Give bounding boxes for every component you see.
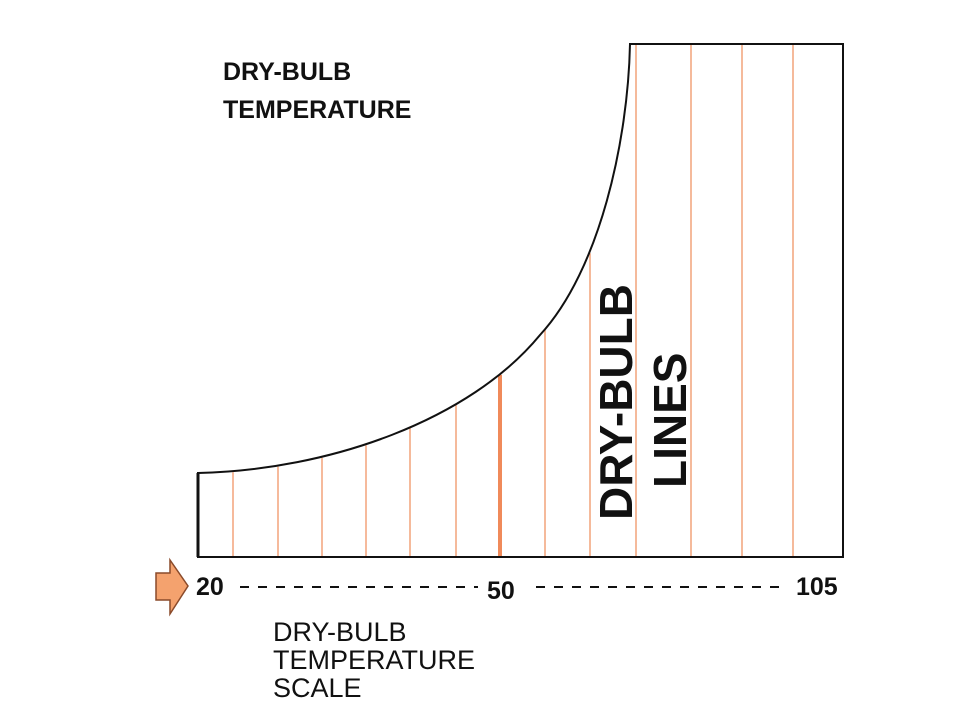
scale-min-label: 20 bbox=[196, 573, 224, 601]
lines-label-line1: DRY-BULB bbox=[590, 284, 642, 520]
region-title-line1: DRY-BULB bbox=[223, 58, 351, 86]
chart-outline bbox=[197, 43, 844, 558]
scale-mid-label: 50 bbox=[487, 577, 515, 605]
lines-label: DRY-BULB bbox=[590, 284, 642, 520]
scale-max-label: 105 bbox=[796, 573, 838, 601]
dry-bulb-lines-group bbox=[232, 45, 794, 557]
right-arrow-icon bbox=[155, 557, 189, 617]
scale-caption-line2: TEMPERATURE bbox=[273, 645, 475, 675]
lines-label-2: LINES bbox=[644, 353, 696, 488]
scale-caption-line3: SCALE bbox=[273, 673, 362, 703]
region-title-line2: TEMPERATURE bbox=[223, 96, 411, 124]
scale-caption-line1: DRY-BULB bbox=[273, 617, 407, 647]
lines-label-line2: LINES bbox=[644, 353, 696, 488]
